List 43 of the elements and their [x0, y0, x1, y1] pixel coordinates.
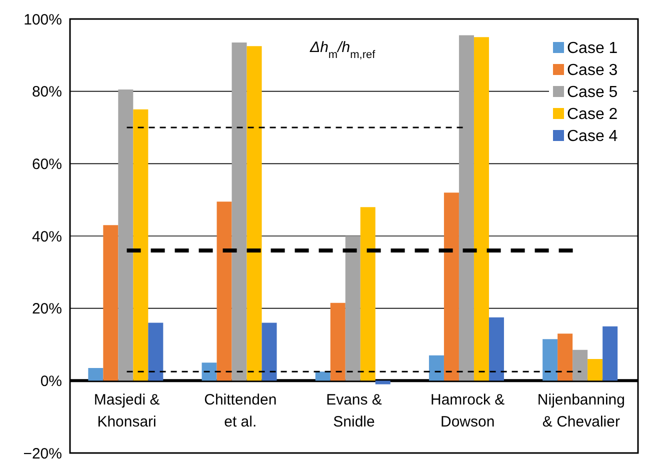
bar: [216, 202, 232, 381]
bar: [375, 380, 390, 384]
x-tick-label: Masjedi & Khonsari: [94, 392, 160, 431]
bar: [202, 362, 217, 381]
bar: [103, 225, 118, 381]
y-tick-label: 100%: [24, 11, 62, 28]
x-tick-label: Evans & Snidle: [326, 392, 382, 431]
bar: [262, 322, 277, 381]
bar: [542, 339, 558, 381]
bar: [148, 322, 164, 381]
bar: [572, 350, 588, 381]
x-tick-label: Nijenbanning & Chevalier: [537, 392, 625, 431]
legend-label: Case 3: [567, 62, 618, 79]
y-tick-label: 60%: [32, 156, 62, 173]
bar: [345, 236, 360, 381]
bar: [588, 358, 603, 381]
bar: [444, 192, 459, 381]
bar: [602, 326, 618, 381]
y-tick-label: 80%: [32, 84, 62, 101]
y-tick-label: 0%: [40, 372, 62, 390]
bar: [246, 46, 262, 381]
bar: [330, 302, 346, 381]
bar: [558, 334, 573, 381]
legend-label: Case 5: [567, 84, 618, 101]
bar: [88, 368, 104, 381]
bar: [133, 109, 148, 381]
bar: [315, 372, 330, 381]
y-tick-label: 20%: [32, 300, 62, 318]
bar: [428, 355, 444, 381]
legend-label: Case 1: [567, 40, 618, 57]
legend-label: Case 4: [567, 128, 618, 145]
x-tick-label: Chittenden et al.: [204, 392, 277, 431]
y-tick-label: −20%: [23, 445, 62, 460]
bar: [360, 207, 376, 381]
bar: [458, 35, 474, 381]
x-tick-label: Hamrock & Dowson: [430, 392, 505, 431]
legend-label: Case 2: [567, 106, 618, 123]
bar: [488, 317, 504, 381]
bar: [232, 42, 247, 381]
y-tick-label: 40%: [32, 228, 62, 246]
annotation: Δh$_{m}$/h$_{m,ref}$: [309, 39, 376, 61]
bar: [474, 37, 489, 381]
bar: [118, 90, 134, 381]
